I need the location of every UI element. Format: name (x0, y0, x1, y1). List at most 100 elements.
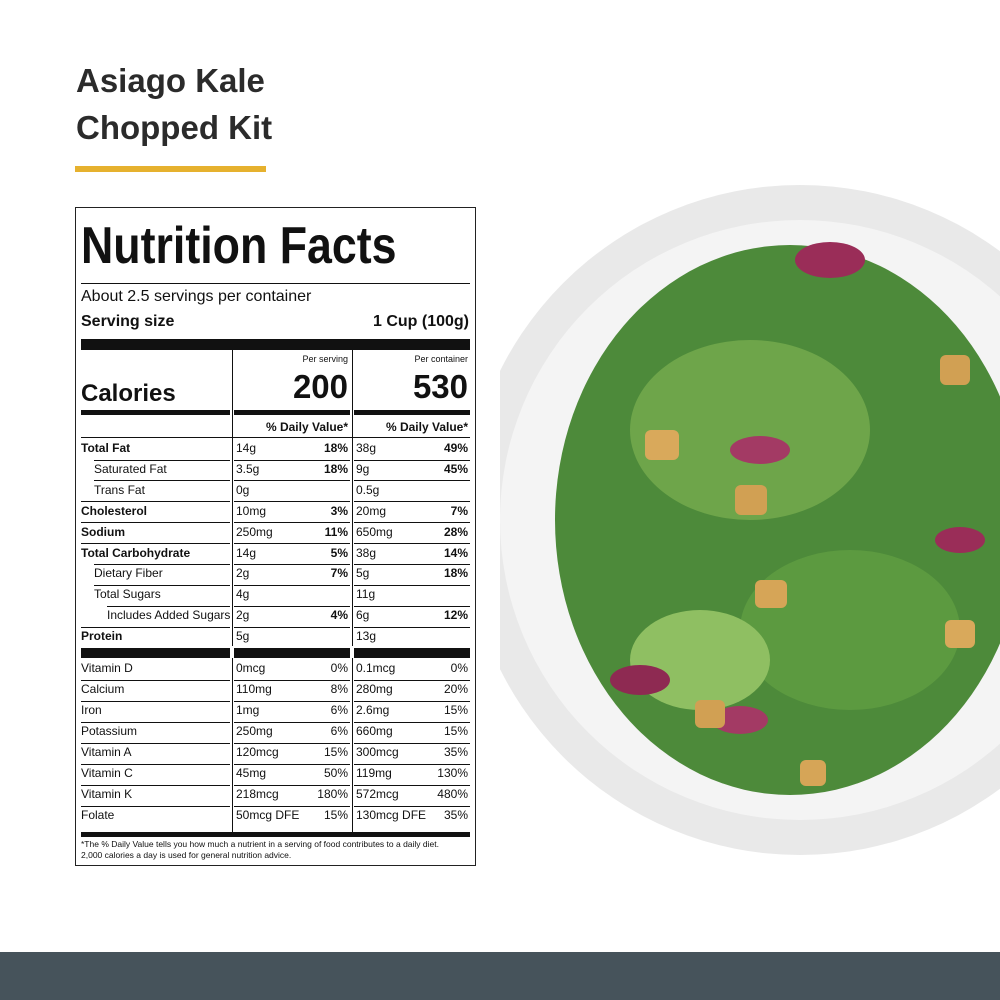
amount-serving: 50mcg DFE (236, 808, 300, 822)
rule (81, 832, 470, 837)
crouton (645, 430, 679, 460)
accent-bar (75, 166, 266, 172)
footer-band (0, 952, 1000, 1000)
amount-serving: 250mg (236, 724, 273, 738)
rule (81, 721, 230, 723)
rule (232, 350, 233, 646)
dv-serving: 7% (330, 566, 348, 581)
rule (81, 763, 230, 765)
rule (354, 763, 470, 765)
rule (234, 805, 350, 807)
nutrient-name: Cholesterol (81, 503, 148, 518)
amount-container: 0.1mcg (356, 661, 396, 675)
crouton (940, 355, 970, 385)
amount-serving: 3.5g (236, 461, 260, 476)
rule (234, 522, 350, 524)
dv-container: 28% (443, 524, 468, 539)
footnote: 2,000 calories a day is used for general… (81, 850, 292, 860)
crouton (945, 620, 975, 648)
dv-serving: 6% (330, 703, 348, 717)
rule (234, 742, 350, 744)
nutrient-name: Potassium (81, 724, 138, 738)
rule (107, 605, 230, 607)
rule (354, 679, 470, 681)
dv-container: 15% (443, 724, 468, 738)
dv-serving: 11% (324, 524, 348, 539)
rule (234, 605, 350, 607)
rule (81, 679, 230, 681)
radicchio (730, 436, 790, 464)
nutrient-name: Vitamin A (81, 745, 132, 759)
amount-container: 6g (356, 608, 370, 623)
rule (234, 480, 350, 482)
rule (354, 700, 470, 702)
amount-serving: 2g (236, 566, 250, 581)
radicchio (712, 706, 768, 734)
dv-serving: 8% (330, 682, 348, 696)
rule (81, 742, 230, 744)
radicchio (935, 527, 985, 553)
dv-serving: 4% (330, 608, 348, 623)
rule (354, 543, 470, 545)
dv-serving: 5% (330, 545, 348, 560)
product-title: Asiago Kale (76, 62, 265, 99)
crouton (695, 700, 725, 728)
amount-container: 660mg (356, 724, 393, 738)
amount-serving: 0mcg (236, 661, 266, 675)
amount-serving: 45mg (236, 766, 267, 780)
rule (354, 410, 470, 415)
rule (81, 522, 230, 524)
nutrient-name: Total Carbohydrate (81, 545, 191, 560)
dv-container: 18% (443, 566, 468, 581)
rule (234, 784, 350, 786)
amount-serving: 250mg (236, 524, 273, 539)
dv-container: 35% (443, 745, 468, 759)
amount-container: 119mg (356, 766, 392, 780)
nutrient-name: Sodium (81, 524, 125, 539)
amount-container: 38g (356, 441, 377, 455)
amount-container: 38g (356, 545, 377, 560)
dv-serving: 6% (330, 724, 348, 738)
rule (354, 605, 470, 607)
rule (94, 480, 230, 482)
footnote: *The % Daily Value tells you how much a … (81, 839, 439, 849)
amount-container: 2.6mg (356, 703, 390, 717)
rule (354, 459, 470, 461)
rule (234, 626, 350, 628)
dv-serving: 18% (323, 461, 348, 476)
nutrient-name: Trans Fat (94, 482, 145, 497)
rule (354, 480, 470, 482)
rule (81, 543, 230, 545)
dv-container: 7% (450, 503, 468, 518)
amount-container: 280mg (356, 682, 393, 696)
salad-leaf (630, 340, 870, 520)
amount-serving: 5g (236, 629, 250, 644)
nutrient-name: Calcium (81, 682, 125, 696)
amount-container: 20mg (356, 503, 387, 518)
rule (234, 501, 350, 503)
product-title: Chopped Kit (76, 109, 273, 146)
nutrient-name: Dietary Fiber (94, 566, 163, 581)
rule (234, 679, 350, 681)
per-container: Per container (414, 354, 468, 364)
dv-serving: 180% (317, 787, 348, 801)
rule (81, 410, 230, 415)
dv-container: 45% (443, 461, 468, 476)
dv-container: 14% (443, 545, 468, 560)
rule (81, 784, 230, 786)
serving-size: 1 Cup (100g) (372, 313, 469, 330)
calories-serving: 200 (292, 368, 348, 405)
rule (94, 459, 230, 461)
rule (354, 648, 470, 658)
dv-serving: 0% (330, 661, 348, 675)
amount-container: 300mcg (356, 745, 399, 759)
dv-container: 12% (443, 608, 468, 623)
rule (81, 626, 230, 628)
dv-container: 49% (443, 441, 468, 455)
rule (234, 584, 350, 586)
dv-container: 130% (437, 766, 468, 780)
radicchio (610, 665, 670, 695)
rule (234, 700, 350, 702)
rule (94, 584, 230, 586)
amount-container: 11g (356, 587, 376, 602)
